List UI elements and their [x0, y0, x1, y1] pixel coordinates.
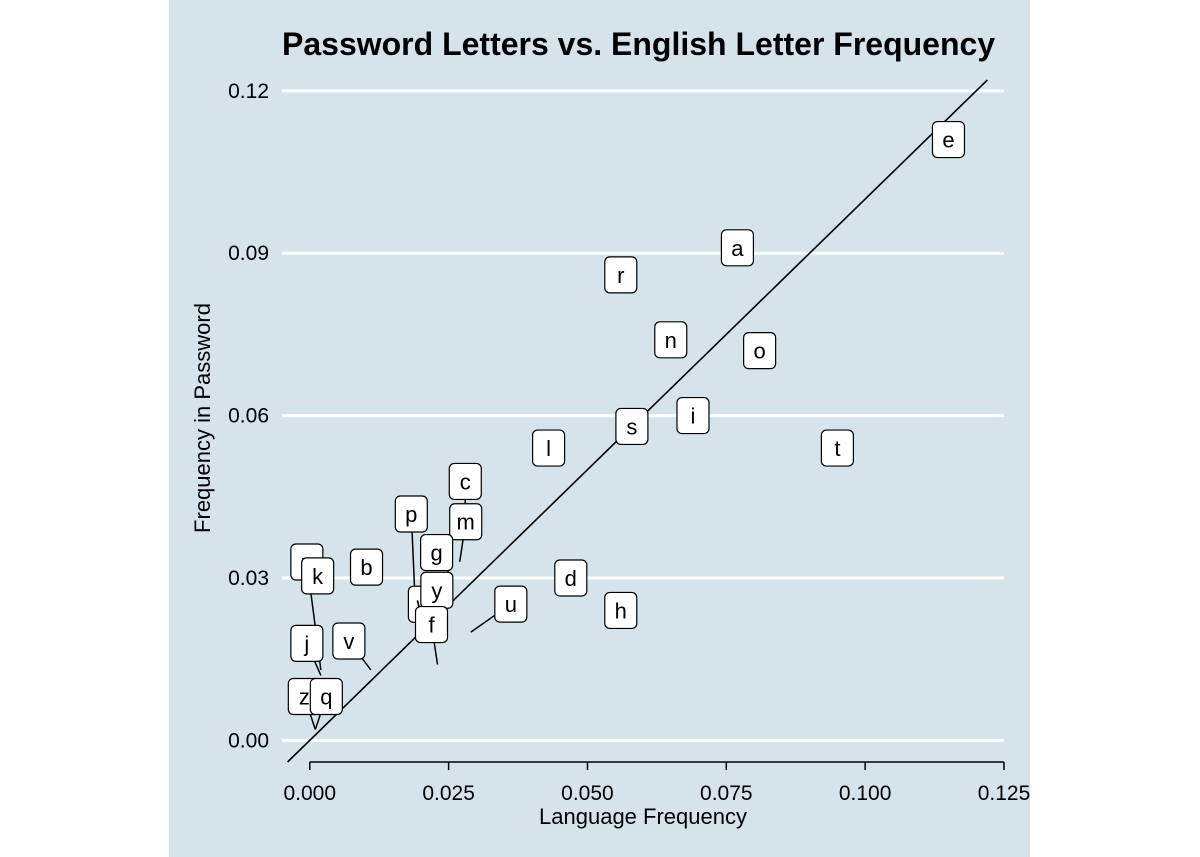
point-letter: n	[665, 328, 677, 353]
point-label-r: r	[604, 256, 638, 294]
label-box	[290, 624, 324, 662]
label-box	[615, 407, 649, 446]
point-letter: u	[505, 592, 517, 617]
point-letter: r	[617, 263, 624, 288]
y-axis-label: Frequency in Password	[190, 303, 215, 533]
label-box	[531, 429, 566, 467]
label-box	[743, 332, 777, 370]
point-label-b: b	[349, 548, 384, 586]
point-label-u: u	[470, 585, 528, 633]
point-letter: s	[626, 414, 637, 439]
point-letter: m	[457, 510, 475, 535]
point-label-k: k	[301, 557, 335, 595]
point-label-v: v	[332, 622, 372, 671]
point-letter: i	[691, 404, 696, 429]
label-box	[349, 548, 384, 586]
axis-ticks: 0.00 0.03 0.06 0.09 0.12 0.000 0.025 0.050 0.075…	[228, 80, 1030, 805]
label-box	[394, 495, 428, 533]
point-label-c: c	[448, 462, 482, 519]
point-label-s: s	[615, 407, 649, 446]
x-tick-label: 0.125	[978, 782, 1030, 805]
point-letter: k	[312, 564, 324, 589]
point-letter: q	[320, 685, 332, 710]
label-box	[604, 591, 638, 630]
label-box	[604, 256, 638, 294]
label-box	[420, 533, 454, 572]
point-letter: g	[430, 541, 442, 566]
point-label-j: j	[290, 624, 324, 676]
point-label-h: h	[604, 591, 638, 630]
x-tick-label: 0.000	[283, 782, 336, 805]
point-letter: v	[343, 629, 354, 654]
label-box	[449, 503, 483, 541]
label-box	[720, 229, 755, 267]
point-label-n: n	[654, 321, 688, 359]
point-letter: y	[431, 578, 442, 603]
y-tick-label: 0.09	[228, 242, 269, 265]
label-box	[676, 396, 710, 435]
x-tick-label: 0.025	[422, 782, 475, 805]
point-label-a: a	[720, 229, 755, 267]
point-letter: t	[834, 436, 840, 461]
point-letter: a	[731, 236, 744, 261]
label-box	[301, 557, 335, 595]
x-tick-label: 0.100	[839, 782, 892, 805]
y-tick-label: 0.00	[228, 729, 269, 752]
point-label-t: t	[820, 429, 854, 467]
label-box	[931, 120, 966, 159]
point-letter: f	[428, 613, 435, 638]
point-letter: c	[460, 469, 471, 494]
x-tick-label: 0.075	[700, 782, 753, 805]
x-axis-label: Language Frequency	[539, 804, 747, 829]
point-letter: j	[303, 631, 309, 656]
point-label-l: l	[531, 429, 566, 467]
y-tick-label: 0.03	[228, 567, 269, 590]
scatter-chart: 0.00 0.03 0.06 0.09 0.12 0.000 0.025 0.050 0.075…	[190, 26, 1030, 829]
y-tick-label: 0.06	[228, 405, 269, 428]
point-letter: h	[615, 598, 627, 623]
point-letter: z	[299, 685, 310, 710]
label-box	[309, 677, 343, 716]
point-label-m: m	[449, 503, 483, 562]
point-label-i: i	[676, 396, 710, 435]
label-box	[332, 622, 366, 660]
label-box	[414, 605, 449, 644]
point-label-q: q	[309, 677, 343, 730]
point-letter: e	[942, 128, 954, 153]
label-box	[448, 462, 482, 501]
label-box	[554, 559, 588, 597]
point-letter: l	[546, 436, 551, 461]
point-label-f: f	[414, 605, 449, 665]
y-tick-label: 0.12	[228, 80, 269, 103]
point-label-d: d	[554, 559, 588, 597]
point-letter: p	[405, 502, 417, 527]
point-letter: o	[754, 339, 766, 364]
point-letter: d	[565, 566, 577, 591]
label-box	[820, 429, 854, 467]
data-points: earnoistlcpmdgbuhxkwyjvfzq	[287, 120, 966, 730]
x-tick-label: 0.050	[561, 782, 614, 805]
chart-title: Password Letters vs. English Letter Freq…	[282, 26, 995, 62]
point-label-e: e	[931, 120, 966, 159]
point-letter: b	[360, 555, 372, 580]
point-label-g: g	[420, 533, 454, 573]
label-box	[494, 585, 528, 623]
chart-panel: 0.00 0.03 0.06 0.09 0.12 0.000 0.025 0.050 0.075…	[169, 0, 1030, 857]
point-label-p: p	[394, 495, 428, 606]
label-box	[654, 321, 688, 359]
point-label-o: o	[743, 332, 777, 370]
